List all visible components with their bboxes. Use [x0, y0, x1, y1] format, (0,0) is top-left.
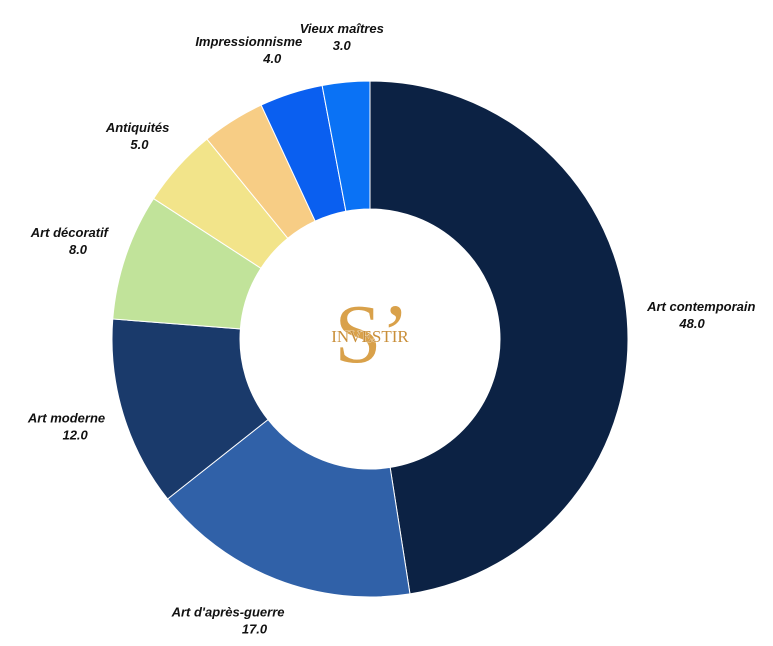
slice-value-label: 4.0	[262, 51, 282, 66]
slice-value-label: 17.0	[242, 622, 268, 637]
slice-label: Vieux maîtres	[300, 21, 384, 36]
slice-value-label: 12.0	[62, 428, 88, 443]
slice-label: Art d'après-guerre	[171, 605, 285, 620]
slice	[166, 418, 411, 598]
slice	[369, 80, 629, 595]
slice-value-label: 5.0	[130, 137, 149, 152]
slice-label: Antiquités	[105, 120, 170, 135]
slice	[321, 80, 371, 212]
slice-value-label: 3.0	[333, 38, 352, 53]
slice-value-label: 8.0	[69, 242, 88, 257]
logo-mark: S’	[335, 288, 410, 381]
slice-label: Art contemporain	[646, 299, 755, 314]
slice-label: Art décoratif	[30, 225, 110, 240]
logo-text: INVESTIR	[331, 327, 409, 346]
slice-label: Art moderne	[27, 411, 105, 426]
slice-value-label: 48.0	[678, 316, 705, 331]
slice-label: Impressionnisme	[195, 34, 302, 49]
